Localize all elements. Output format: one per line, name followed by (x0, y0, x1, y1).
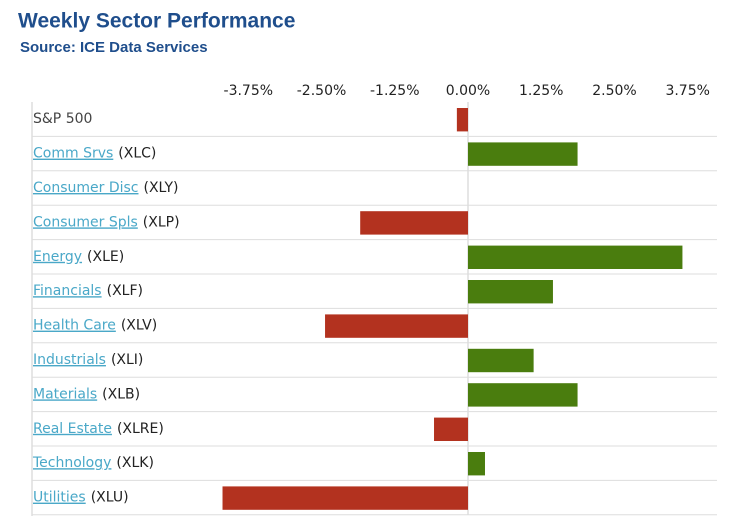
x-tick-label: 1.25% (519, 83, 563, 99)
bar (360, 211, 468, 235)
category-label[interactable]: Utilities (33, 490, 86, 506)
category-label[interactable]: Consumer Disc (33, 180, 139, 196)
ticker-label: (XLK) (116, 455, 154, 471)
bar (468, 245, 683, 269)
x-tick-label: 2.50% (592, 83, 636, 99)
ticker-label: (XLC) (118, 146, 156, 162)
bar (222, 486, 468, 510)
category-label: S&P 500 (33, 111, 92, 127)
chart-subtitle: Source: ICE Data Services (20, 39, 208, 56)
ticker-label: (XLV) (121, 318, 157, 334)
bar (468, 280, 553, 304)
category-label[interactable]: Technology (32, 455, 111, 471)
ticker-label: (XLU) (91, 490, 129, 506)
bar (468, 142, 578, 166)
ticker-label: (XLB) (102, 386, 140, 402)
category-label[interactable]: Real Estate (33, 421, 112, 437)
bar (325, 314, 468, 338)
bar (434, 417, 468, 441)
category-label[interactable]: Health Care (33, 318, 116, 334)
category-label[interactable]: Financials (33, 283, 102, 299)
ticker-label: (XLY) (144, 180, 179, 196)
x-tick-label: 3.75% (665, 83, 709, 99)
ticker-label: (XLRE) (117, 421, 164, 437)
bar (456, 108, 468, 132)
x-tick-label: -3.75% (224, 83, 274, 99)
bar (468, 452, 485, 476)
ticker-label: (XLF) (107, 283, 143, 299)
category-label[interactable]: Energy (33, 249, 82, 265)
category-label[interactable]: Consumer Spls (33, 214, 138, 230)
bar (468, 383, 578, 407)
category-label[interactable]: Industrials (33, 352, 106, 368)
bar (468, 348, 534, 373)
chart-title: Weekly Sector Performance (18, 10, 295, 33)
category-label[interactable]: Materials (33, 386, 97, 402)
ticker-label: (XLE) (87, 249, 124, 265)
x-tick-label: -2.50% (297, 83, 347, 99)
x-tick-label: 0.00% (446, 83, 490, 99)
category-label[interactable]: Comm Srvs (33, 146, 113, 162)
ticker-label: (XLP) (143, 214, 180, 230)
ticker-label: (XLI) (111, 352, 143, 368)
x-tick-label: -1.25% (370, 83, 420, 99)
